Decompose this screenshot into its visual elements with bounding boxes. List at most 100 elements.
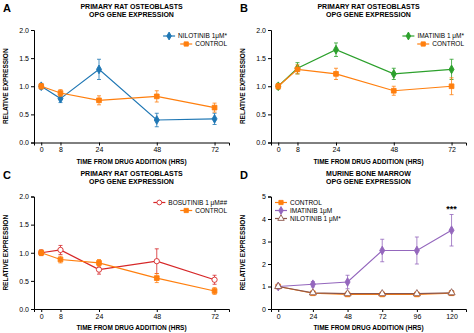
error-bar [39, 83, 43, 89]
title-line: PRIMARY RAT OSTEOBLASTS [317, 3, 419, 10]
legend-label: CONTROL [290, 199, 322, 206]
tick: 0.5 [19, 111, 34, 118]
y-axis-title: RELATIVE EXPRESSION [239, 215, 246, 291]
panel: 082448720.00.51.01.52.0BOSUTINIB 1 μM##C… [2, 169, 230, 333]
tick: 2.0 [19, 193, 34, 200]
point [413, 290, 420, 296]
point [334, 72, 339, 77]
tick-label: 3 [262, 238, 266, 245]
tick-label: 0 [277, 146, 281, 153]
axis-line [268, 31, 272, 144]
tick: 1.0 [19, 249, 34, 256]
plot-area: 082448720.00.51.01.52.0BOSUTINIB 1 μM##C… [19, 193, 229, 320]
line [278, 50, 451, 87]
legend-marker [278, 215, 284, 221]
tick: 1.5 [19, 221, 34, 228]
tick-label: 0.5 [256, 111, 266, 118]
tick-label: 8 [59, 313, 63, 320]
legend-label: IMATINIB 1 μM* [417, 32, 464, 40]
line [278, 69, 451, 90]
tick-label: 48 [153, 146, 161, 153]
tick: 48 [390, 143, 398, 154]
error-bar [295, 63, 299, 74]
series [275, 282, 455, 295]
tick-label: 8 [59, 146, 63, 153]
y-axis: 012345 [262, 193, 271, 312]
marks [275, 215, 455, 297]
tick: 0 [40, 143, 44, 154]
tick-label: 2.0 [19, 27, 29, 34]
tick-mark [268, 143, 271, 144]
x-axis: 08244872 [272, 143, 467, 154]
legend-marker [167, 32, 172, 40]
x-axis-title: TIME FROM DRUG ADDITION (HRS) [76, 324, 186, 332]
series [39, 250, 217, 294]
error-bar [415, 237, 419, 264]
tick-mark [31, 281, 34, 282]
tick: 8 [59, 309, 63, 320]
y-axis-title: RELATIVE EXPRESSION [2, 215, 9, 291]
tick: 0 [40, 309, 44, 320]
tick: 2 [262, 261, 271, 268]
error-bar [155, 113, 159, 127]
tick-mark [31, 58, 34, 59]
error-bar [155, 249, 159, 274]
tick: 0 [277, 309, 281, 320]
error-bar [380, 239, 384, 262]
tick-label: 120 [446, 313, 458, 320]
title-line: OPG GENE EXPRESSION [326, 178, 411, 185]
point [276, 84, 281, 89]
point [154, 276, 159, 281]
tick-mark [278, 143, 279, 146]
legend: IMATINIB 1 μM*CONTROL [402, 32, 464, 47]
tick-label: 24 [309, 313, 317, 320]
tick-mark [382, 309, 383, 312]
point [345, 278, 350, 287]
tick-mark [99, 143, 100, 146]
tick-label: 5 [262, 193, 266, 200]
tick-label: 0.0 [19, 306, 29, 313]
panel-label: D [240, 169, 248, 181]
tick-label: 1 [262, 283, 266, 290]
title-line: MURINE BONE MARROW [326, 170, 411, 177]
tick-label: 0.5 [19, 111, 29, 118]
tick-label: 48 [153, 313, 161, 320]
point [58, 247, 63, 252]
panel-label: C [3, 169, 11, 181]
line [41, 69, 214, 120]
legend-label: NILOTINIB 1 μM* [290, 215, 341, 223]
axis-line [268, 197, 272, 310]
point [58, 91, 63, 96]
point [96, 267, 101, 272]
tick: 1 [262, 283, 271, 290]
tick-mark [31, 253, 34, 254]
tick-mark [268, 197, 271, 198]
tick: 8 [296, 143, 300, 154]
point [310, 280, 315, 289]
x-axis-title: TIME FROM DRUG ADDITION (HRS) [313, 324, 423, 332]
error-bar [97, 96, 101, 105]
panel: 082448720.00.51.01.52.0NILOTINIB 1μM*CON… [2, 2, 230, 166]
tick-mark [268, 242, 271, 243]
point [449, 65, 454, 74]
legend-item: IMATINIB 1μM [275, 207, 332, 215]
legend-label: IMATINIB 1μM [290, 207, 332, 215]
point [391, 70, 396, 79]
error-bar [213, 113, 217, 124]
legend: BOSUTINIB 1 μM##CONTROL [153, 199, 227, 214]
plot-area: 082448720.00.51.01.52.0NILOTINIB 1μM*CON… [19, 27, 229, 154]
tick-mark [268, 114, 271, 115]
point [295, 67, 300, 72]
y-axis: 0.00.51.01.52.0 [19, 27, 34, 146]
point [154, 94, 159, 99]
tick: 72 [379, 309, 387, 320]
x-axis: 024487296120 [272, 309, 467, 320]
error-bar [213, 103, 217, 112]
tick-label: 0 [262, 306, 266, 313]
title: MURINE BONE MARROWOPG GENE EXPRESSION [326, 170, 411, 185]
point [391, 88, 396, 93]
title-line: PRIMARY RAT OSTEOBLASTS [80, 3, 182, 10]
tick-label: 8 [296, 146, 300, 153]
tick-mark [268, 86, 271, 87]
point [212, 277, 217, 282]
